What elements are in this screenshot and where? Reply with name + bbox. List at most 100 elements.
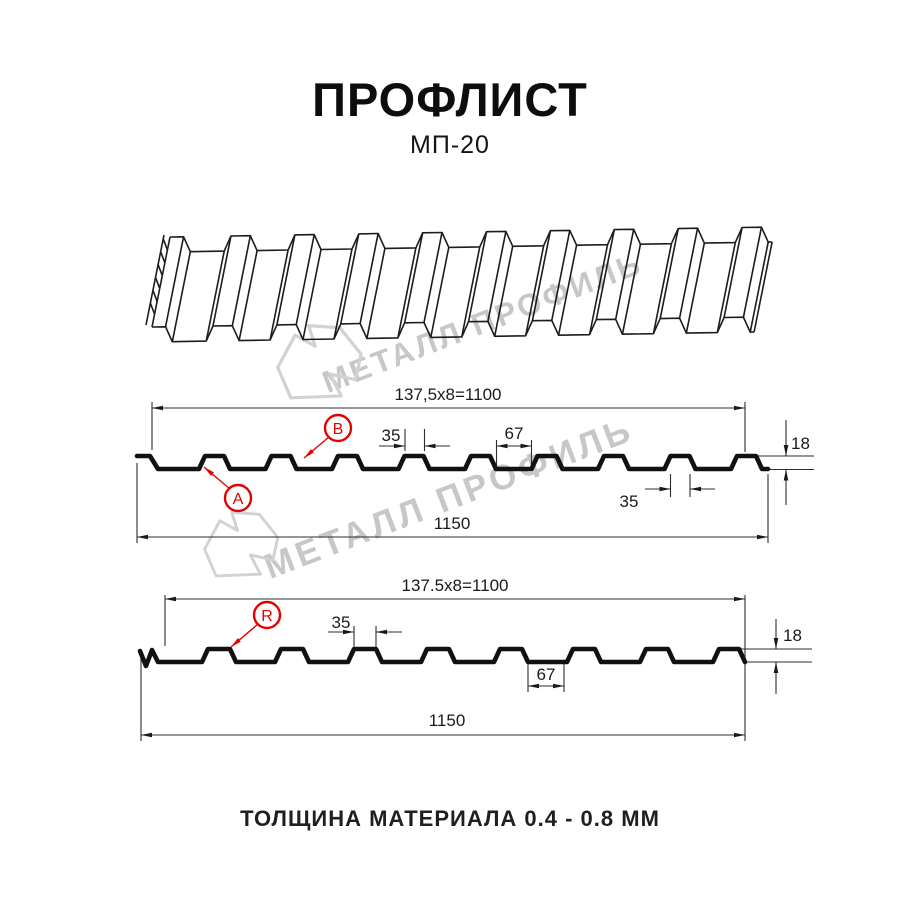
sheet-rib-line <box>238 250 258 341</box>
dim-arrowhead <box>734 596 745 602</box>
sheet-edge-line <box>145 234 165 326</box>
sheet-rib-line <box>753 241 773 333</box>
dim-flat-67: 67 <box>505 424 524 443</box>
dim-arrowhead <box>520 443 532 449</box>
sheet-rib-line <box>595 229 616 320</box>
dim-arrowhead <box>783 469 789 481</box>
dim-arrowhead <box>343 629 354 635</box>
sheet-rib-line <box>487 231 507 322</box>
sheet-rib-line <box>716 242 737 333</box>
sheet-rib-line <box>423 232 443 323</box>
sheet-3d-view <box>145 226 773 343</box>
dim-arrowhead <box>424 443 436 449</box>
dim-arrowhead <box>165 596 176 602</box>
dim-arrowhead <box>141 732 152 738</box>
sheet-rib-line <box>212 235 232 327</box>
sheet-rib-line <box>621 244 642 335</box>
dim-arrowhead <box>757 534 768 540</box>
sheet-rib-line <box>205 250 225 342</box>
dim-height-18: 18 <box>791 434 810 453</box>
sheet-rib-line <box>749 241 770 333</box>
page-subtitle: МП-20 <box>410 131 490 159</box>
dim-flat-67-r: 67 <box>537 665 556 684</box>
sheet-top-edge <box>169 226 773 253</box>
leader-arrowhead <box>304 449 314 458</box>
dim-arrowhead <box>734 405 745 411</box>
material-thickness-caption: ТОЛЩИНА МАТЕРИАЛА 0.4 - 0.8 ММ <box>240 806 660 831</box>
sheet-rib-line <box>171 251 192 342</box>
dim-arrowhead <box>152 405 163 411</box>
dim-arrowhead <box>783 445 789 456</box>
sheet-rib-line <box>588 244 609 335</box>
callout-a-label: A <box>233 491 244 508</box>
sheet-edge-hatch <box>162 238 169 251</box>
callout-a-circle <box>223 483 253 513</box>
cross-section-profile-top <box>134 453 771 472</box>
sheet-rib-line <box>295 234 316 325</box>
watermark-logo-2 <box>203 510 280 578</box>
sheet-rib-line <box>164 236 185 327</box>
sheet-rib-line <box>531 230 552 321</box>
sheet-rib-line <box>276 234 296 326</box>
dim-arrowhead <box>496 443 508 449</box>
cross-section-profile-bottom <box>137 646 748 669</box>
dim-rib-top-35-r: 35 <box>332 613 351 632</box>
sheet-rib-line <box>359 233 379 324</box>
sheet-bottom-edge <box>151 316 755 343</box>
sheet-rib-line <box>614 229 635 320</box>
sheet-rib-line <box>723 227 743 318</box>
leader-arrowhead <box>204 467 214 476</box>
sheet-rib-line <box>403 232 424 323</box>
sheet-rib-line <box>269 249 289 341</box>
dim-working-width-top: 137,5x8=1100 <box>395 385 502 404</box>
dim-arrowhead <box>553 683 564 689</box>
dim-height-18-r: 18 <box>783 626 802 645</box>
sheet-rib-line <box>339 233 360 325</box>
sheet-rib-line <box>333 248 353 340</box>
dim-arrowhead <box>734 732 745 738</box>
dim-arrowhead <box>394 443 405 449</box>
watermark-logo-1 <box>276 323 363 400</box>
dim-rib-top-35: 35 <box>382 426 401 445</box>
sheet-rib-line <box>302 249 322 340</box>
sheet-rib-line <box>467 231 488 322</box>
dimension-graphics <box>136 402 814 741</box>
callout-r-label: R <box>261 608 273 625</box>
sheet-rib-line <box>678 228 699 319</box>
sheet-rib-line <box>429 247 450 338</box>
callout-b-label: B <box>333 421 344 438</box>
sheet-rib-line <box>231 235 252 326</box>
dim-arrowhead <box>137 534 148 540</box>
sheet-rib-line <box>493 246 514 337</box>
sheet-edge-hatch <box>152 290 158 302</box>
sheet-rib-line <box>460 246 481 338</box>
sheet-rib-line <box>151 236 171 328</box>
sheet-rib-line <box>659 228 679 319</box>
dim-arrowhead <box>528 683 539 689</box>
dim-rib-bottom-35: 35 <box>620 492 639 511</box>
dim-arrowhead <box>690 486 701 492</box>
sheet-edge-hatch <box>157 264 164 276</box>
sheet-rib-line <box>550 230 571 321</box>
callout-b-circle <box>323 413 353 443</box>
sheet-rib-line <box>685 242 706 334</box>
sheet-edge-hatch <box>154 277 161 289</box>
sheet-rib-line <box>652 243 673 334</box>
sheet-rib-line <box>557 245 578 336</box>
sheet-rib-line <box>397 247 417 339</box>
leader-arrowhead <box>231 638 241 647</box>
dim-full-width-1150-r: 1150 <box>429 711 466 730</box>
sheet-rib-line <box>366 248 386 339</box>
dim-arrowhead <box>773 662 779 673</box>
sheet-edge-hatch <box>159 251 166 263</box>
dim-full-width-1150: 1150 <box>434 514 471 533</box>
dim-arrowhead <box>773 638 779 649</box>
sheet-edge-hatch <box>149 302 156 315</box>
page-title: ПРОФЛИСТ <box>312 73 588 126</box>
callout-r-circle <box>252 600 282 630</box>
dim-arrowhead <box>376 629 387 635</box>
sheet-rib-line <box>742 227 763 318</box>
dim-arrowhead <box>659 486 671 492</box>
